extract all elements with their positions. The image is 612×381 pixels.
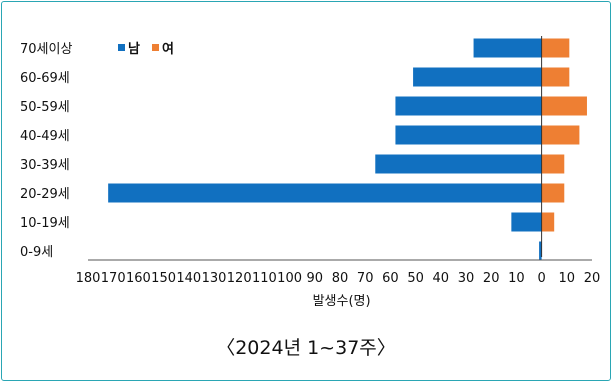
legend-label-male: 남 [128,41,140,57]
bar-male-4 [375,154,542,174]
category-label: 50-59세 [20,100,70,115]
bar-male-3 [395,125,542,145]
x-tick-label: 170 [101,271,126,286]
bar-female-5 [541,183,565,203]
x-tick-label: 20 [584,271,601,286]
x-tick-label: 150 [151,271,176,286]
bar-male-5 [108,183,542,203]
bar-female-0 [541,38,570,58]
x-tick-label: 100 [277,271,302,286]
x-tick-label: 20 [483,271,500,286]
x-tick-label: 60 [382,271,399,286]
x-tick-label: 0 [537,271,545,286]
x-tick-label: 10 [508,271,525,286]
x-tick-label: 80 [332,271,349,286]
category-label: 60-69세 [20,71,70,86]
category-label: 0-9세 [20,245,53,260]
bar-female-3 [541,125,580,145]
bar-female-4 [541,154,565,174]
chart-caption: 〈2024년 1~37주〉 [216,337,396,359]
bar-female-6 [541,212,555,232]
x-tick-label: 110 [252,271,277,286]
legend-swatch-male [118,44,125,51]
x-axis-title: 발생수(명) [313,294,371,309]
population-pyramid-chart: 70세이상 60-69세 50-59세 40-49세 30-39세 20-29세 10-19… [20,36,601,309]
x-tick-label: 40 [433,271,450,286]
category-label: 20-29세 [20,187,70,202]
x-tick-label: 90 [307,271,324,286]
x-tick-label: 120 [227,271,252,286]
x-tick-label: 50 [407,271,424,286]
x-tick-label: 180 [76,271,101,286]
bar-female-1 [541,67,570,87]
x-tick-label: 130 [202,271,227,286]
x-tick-label: 140 [176,271,201,286]
x-tick-label: 10 [559,271,576,286]
bar-male-6 [511,212,542,232]
legend-swatch-female [152,44,159,51]
category-label: 70세이상 [20,42,72,57]
bar-male-7 [539,241,542,261]
x-tick-label: 160 [126,271,151,286]
bar-male-2 [395,96,542,116]
bar-male-0 [473,38,542,58]
x-tick-label: 70 [357,271,374,286]
category-label: 30-39세 [20,158,70,173]
bar-female-2 [541,96,587,116]
category-label: 40-49세 [20,129,70,144]
legend-label-female: 여 [162,41,174,57]
x-tick-label: 30 [458,271,475,286]
bar-male-1 [413,67,542,87]
category-label: 10-19세 [20,216,70,231]
